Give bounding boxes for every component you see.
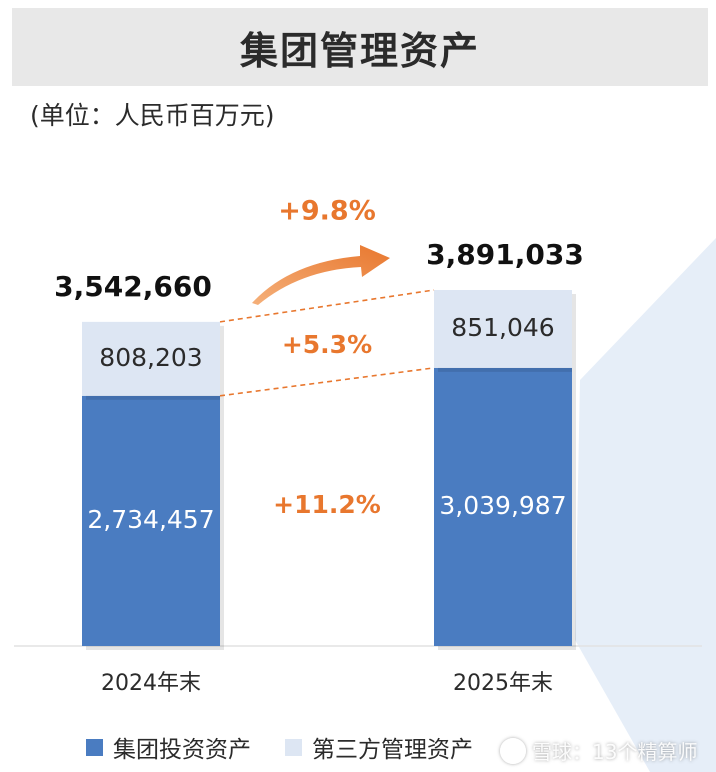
- growth-label-total: +9.8%: [278, 196, 376, 227]
- bar-value-label: 3,039,987: [439, 491, 566, 520]
- bar-value-label: 2,734,457: [87, 505, 214, 534]
- category-tick-label: 2025年末: [453, 671, 553, 696]
- total-value-label: 3,542,660: [54, 270, 212, 303]
- background-panel: [575, 238, 716, 772]
- bar-segment-third-party-1: [82, 321, 220, 396]
- legend: 集团投资资产 第三方管理资产: [86, 730, 507, 764]
- snowball-logo-icon: [500, 737, 526, 764]
- legend-swatch-third-party: [285, 738, 302, 756]
- bar-segment-group-assets-2: [434, 367, 572, 646]
- connector-line-segment: [219, 367, 435, 397]
- category-tick-label: 2024年末: [101, 671, 201, 696]
- bar-segment-third-party-2: [434, 290, 572, 368]
- watermark: 雪球：13个精算师: [500, 736, 697, 765]
- total-value-label: 3,891,033: [426, 238, 584, 271]
- legend-swatch-group-assets: [86, 738, 103, 756]
- legend-item-third-party: 第三方管理资产: [285, 730, 473, 764]
- bar-segment-group-assets-1: [82, 395, 220, 646]
- chart-title: 集团管理资产: [239, 28, 480, 73]
- growth-arrow: [252, 245, 390, 305]
- legend-item-group-assets: 集团投资资产: [86, 730, 251, 764]
- growth-label-group: +11.2%: [273, 490, 381, 519]
- growth-label-third-party: +5.3%: [282, 330, 372, 359]
- legend-label-third-party: 第三方管理资产: [312, 737, 473, 763]
- title-bar: 集团管理资产: [12, 8, 708, 86]
- connector-line-total: [219, 289, 435, 323]
- watermark-text: 雪球：13个精算师: [532, 740, 698, 764]
- bar-value-label: 808,203: [99, 343, 202, 372]
- unit-label: (单位：人民币百万元): [30, 101, 275, 130]
- legend-label-group-assets: 集团投资资产: [113, 737, 251, 763]
- bar-value-label: 851,046: [451, 313, 554, 342]
